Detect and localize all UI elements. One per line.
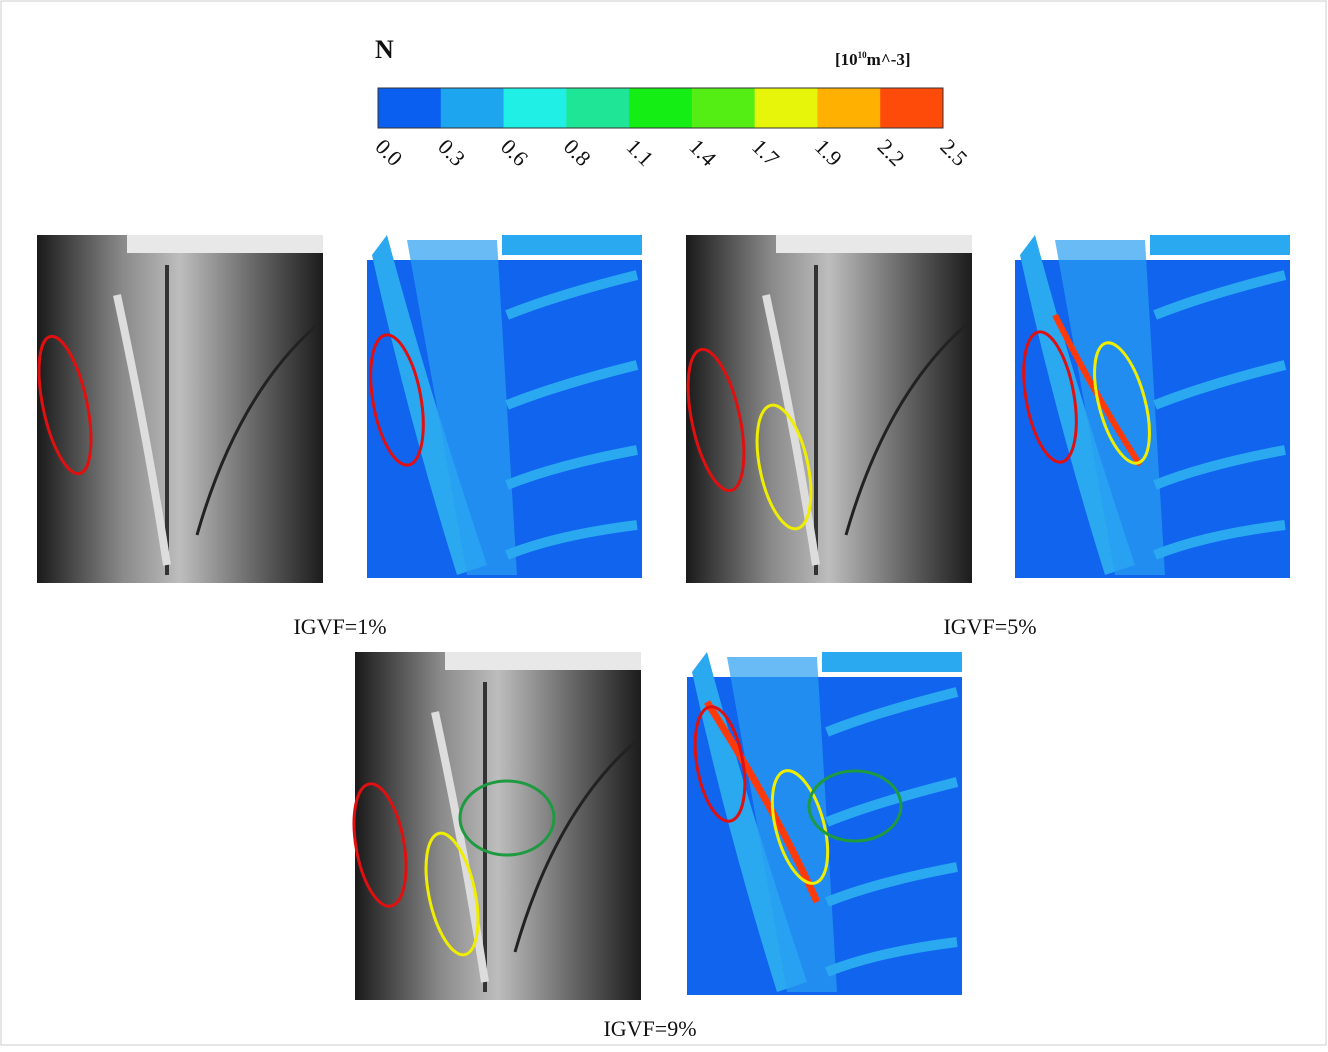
panel-label: IGVF=5% (943, 614, 1036, 639)
colorbar-segment (880, 88, 943, 128)
figure: N [1010m^-3] 0.0 0.3 0.6 0.8 1.1 1.4 1.7 1.9 2.2… (0, 0, 1328, 1047)
colorbar-tick-label: 1.1 (622, 134, 659, 171)
simulation (687, 652, 962, 995)
colorbar-tick-label: 2.2 (873, 134, 910, 171)
photo (678, 235, 972, 583)
simulation (1015, 235, 1290, 578)
colorbar-tick-label: 0.8 (559, 134, 596, 171)
colorbar-segment (504, 88, 567, 128)
colorbar-segment (692, 88, 755, 128)
colorbar-title: N (375, 35, 394, 64)
panel-label: IGVF=1% (293, 614, 386, 639)
panel-label: IGVF=9% (603, 1016, 696, 1041)
colorbar-segment (378, 88, 441, 128)
colorbar-segment (441, 88, 504, 128)
colorbar-unit: [1010m^-3] (835, 50, 911, 69)
colorbar-segment (629, 88, 692, 128)
unit-rest: m^-3] (867, 50, 911, 69)
colorbar-tick-label: 0.0 (370, 134, 407, 171)
photo (346, 652, 641, 1000)
colorbar-tick-label: 0.3 (433, 134, 470, 171)
colorbar-tick-label: 2.5 (935, 134, 972, 171)
colorbar-tick-label: 1.4 (684, 134, 721, 171)
colorbar-tick-label: 0.6 (496, 134, 533, 171)
colorbar: 0.0 0.3 0.6 0.8 1.1 1.4 1.7 1.9 2.2 2.5 (370, 88, 972, 171)
colorbar-tick-label: 1.7 (747, 134, 784, 171)
colorbar-segment (755, 88, 818, 128)
unit-base: [10 (835, 50, 858, 69)
photo (29, 235, 323, 583)
colorbar-segment (566, 88, 629, 128)
colorbar-segment (817, 88, 880, 128)
simulation (362, 235, 642, 578)
colorbar-tick-label: 1.9 (810, 134, 847, 171)
